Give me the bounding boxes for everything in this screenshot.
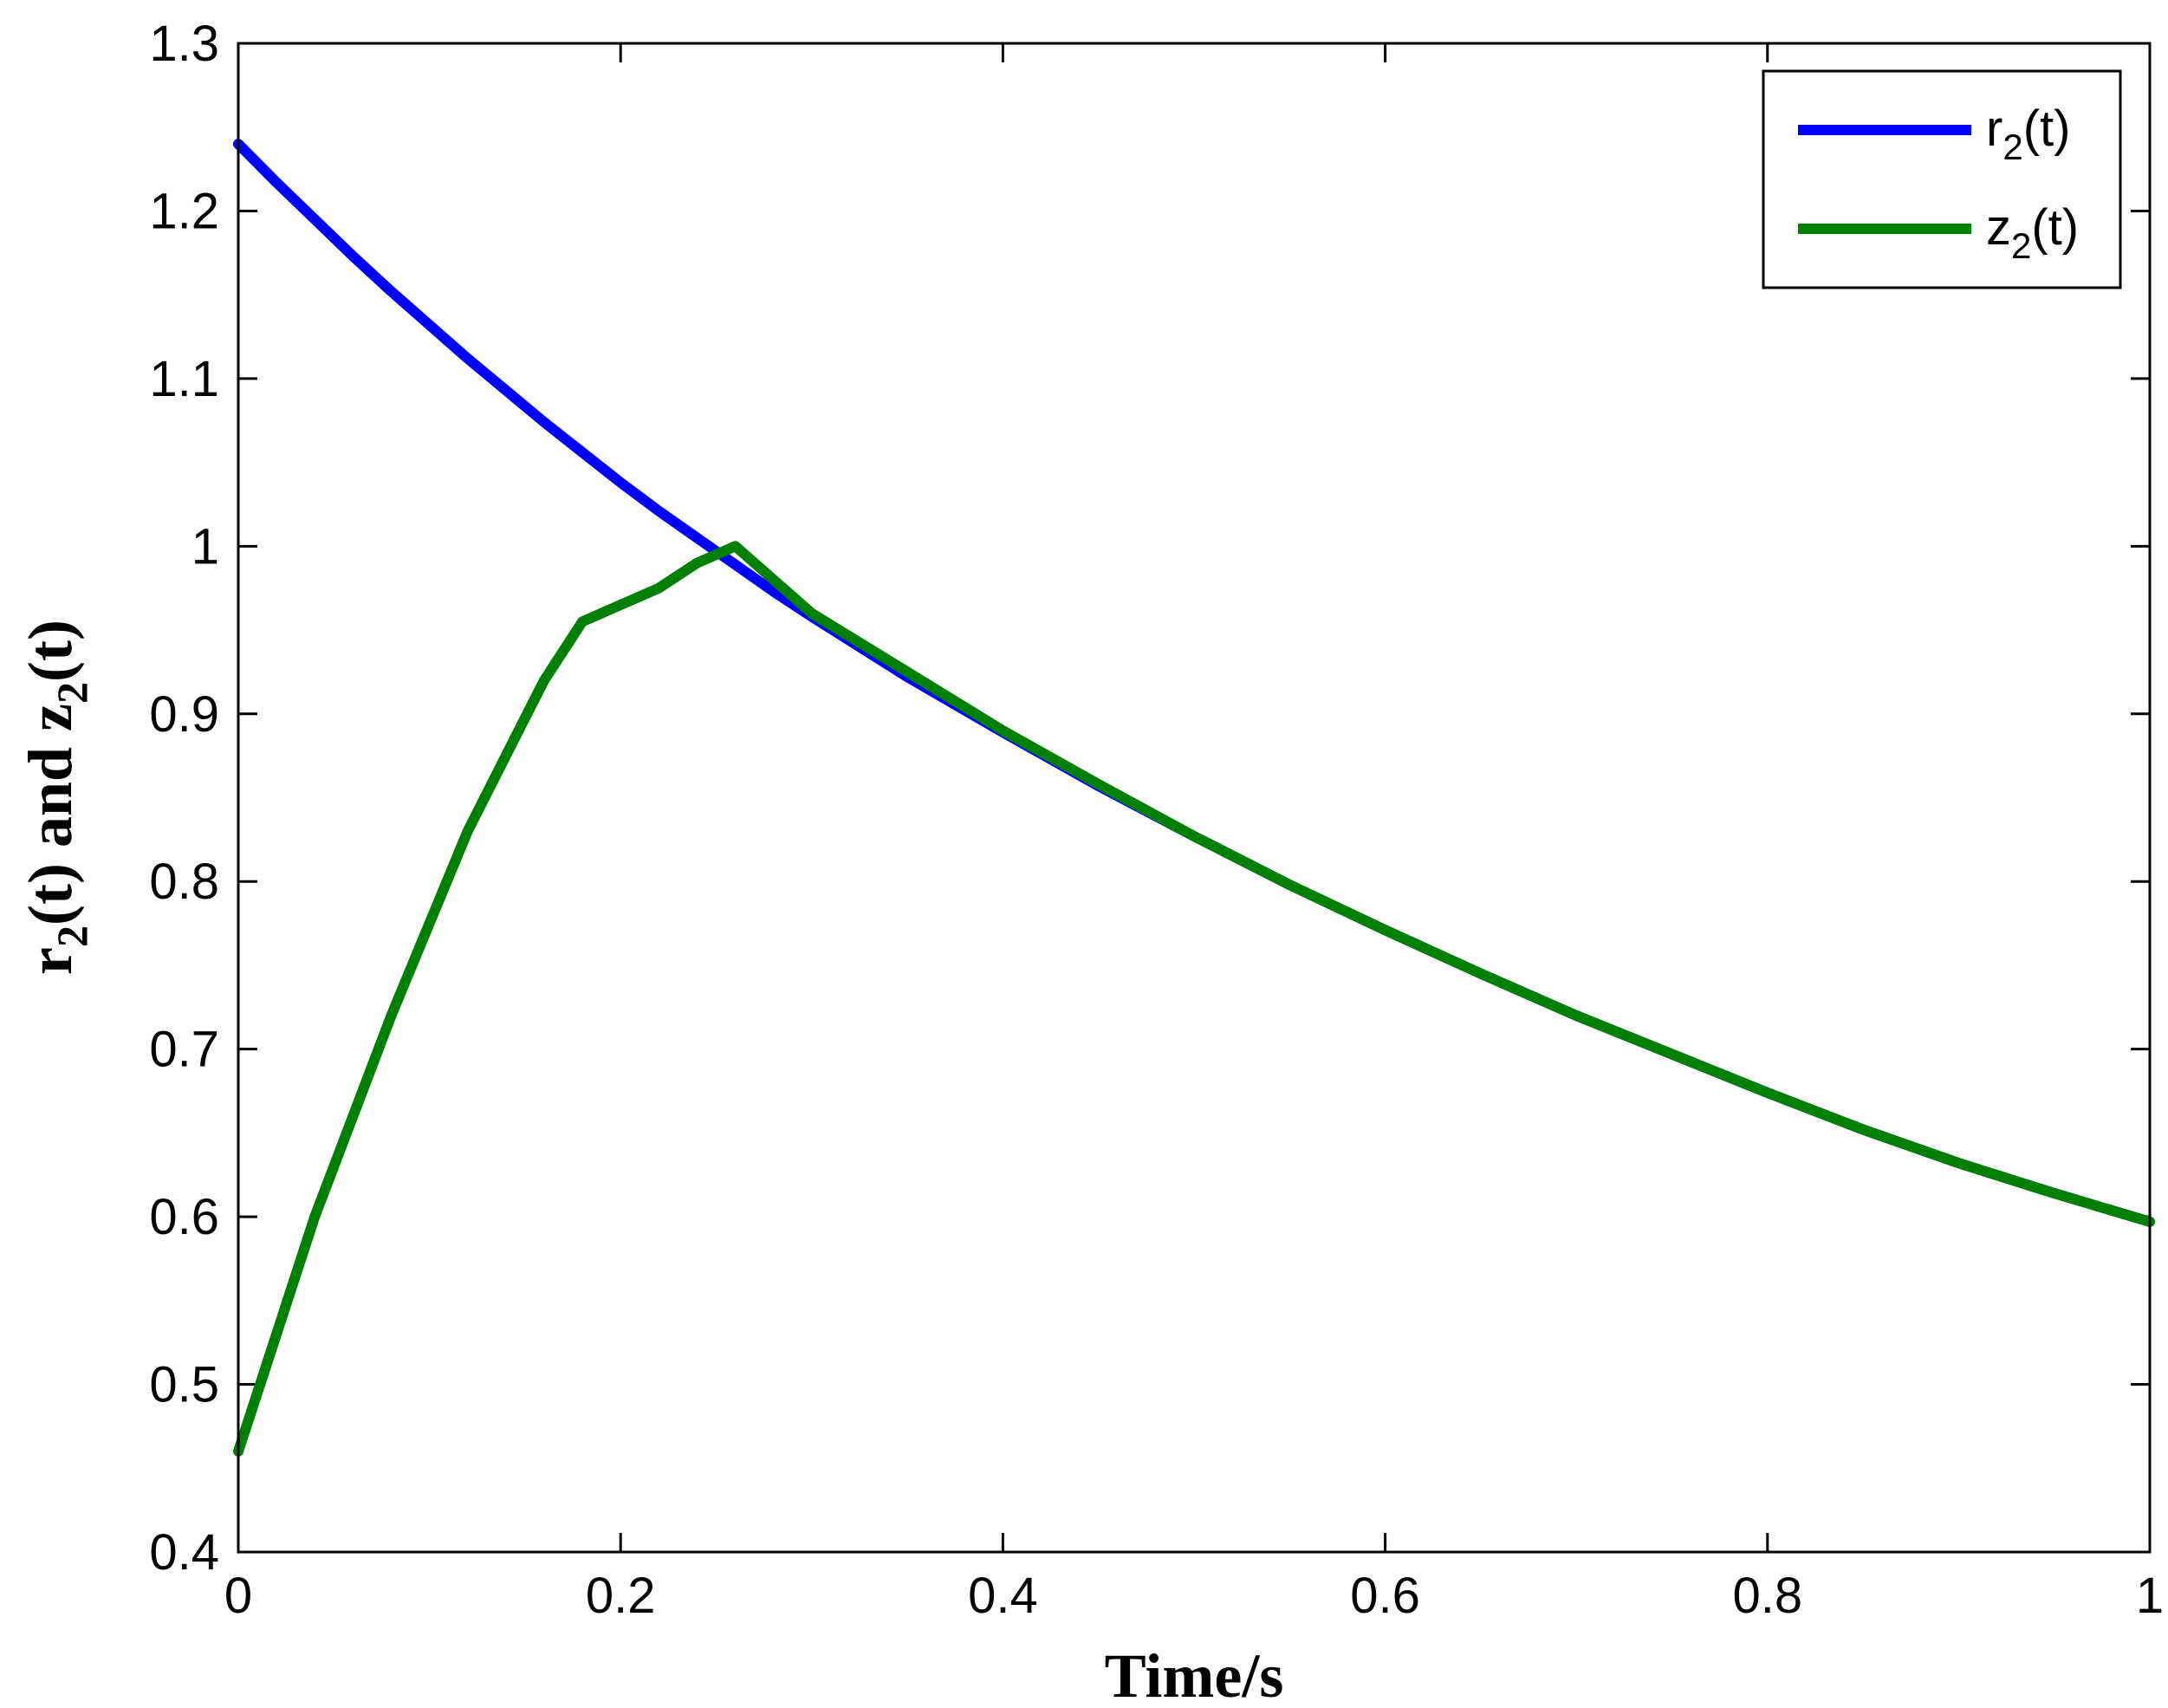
plot-frame — [237, 42, 2152, 1554]
x-axis-title: Time/s — [1105, 1641, 1284, 1708]
x-tick-label-5: 1 — [2136, 1568, 2164, 1624]
x-tick-label-0: 0 — [224, 1568, 252, 1624]
legend-label-r2-pre: r — [1986, 101, 2002, 157]
y-tick-label-1: 0.5 — [149, 1357, 219, 1413]
legend-label-z2: z2(t) — [1986, 199, 2079, 266]
y-axis-title-post: (t) — [16, 620, 85, 682]
x-tick-label-1: 0.2 — [586, 1568, 656, 1624]
y-tick-label-0: 0.4 — [149, 1524, 219, 1581]
series-line-z2 — [233, 541, 2155, 1457]
y-axis-title-mid: (t) and z — [16, 704, 85, 925]
y-axis-title-sub2: 2 — [48, 682, 96, 704]
tick-labels: 0 0.2 0.4 0.6 0.8 1 0.4 0.5 0.6 0.7 0.8 0.9 1 1.1 1.2 1… — [149, 16, 2164, 1624]
y-tick-label-6: 1 — [191, 518, 219, 575]
legend: r2(t) z2(t) — [1762, 69, 2122, 289]
legend-label-r2-sub: 2 — [2002, 127, 2022, 167]
y-tick-label-5: 0.9 — [149, 686, 219, 743]
plot-area — [238, 43, 2150, 1552]
y-tick-label-4: 0.8 — [149, 854, 219, 910]
legend-label-z2-pre: z — [1986, 199, 2011, 256]
x-tick-label-3: 0.6 — [1350, 1568, 1420, 1624]
series-lines — [233, 139, 2155, 1457]
y-tick-label-8: 1.2 — [149, 183, 219, 239]
y-tick-label-2: 0.6 — [149, 1189, 219, 1245]
legend-label-r2: r2(t) — [1986, 101, 2070, 167]
y-axis-title-pre: r — [16, 947, 85, 975]
y-axis-title-sub1: 2 — [48, 925, 96, 947]
y-tick-label-3: 0.7 — [149, 1022, 219, 1078]
legend-label-z2-post: (t) — [2031, 199, 2079, 256]
legend-label-z2-sub: 2 — [2011, 225, 2031, 266]
y-tick-label-7: 1.1 — [149, 351, 219, 407]
legend-box — [1762, 69, 2122, 289]
legend-label-r2-post: (t) — [2023, 101, 2071, 157]
x-tick-label-2: 0.4 — [968, 1568, 1038, 1624]
y-axis-title: r2(t) and z2(t) — [16, 620, 96, 975]
x-tick-label-4: 0.8 — [1732, 1568, 1802, 1624]
y-tick-label-9: 1.3 — [149, 16, 219, 72]
